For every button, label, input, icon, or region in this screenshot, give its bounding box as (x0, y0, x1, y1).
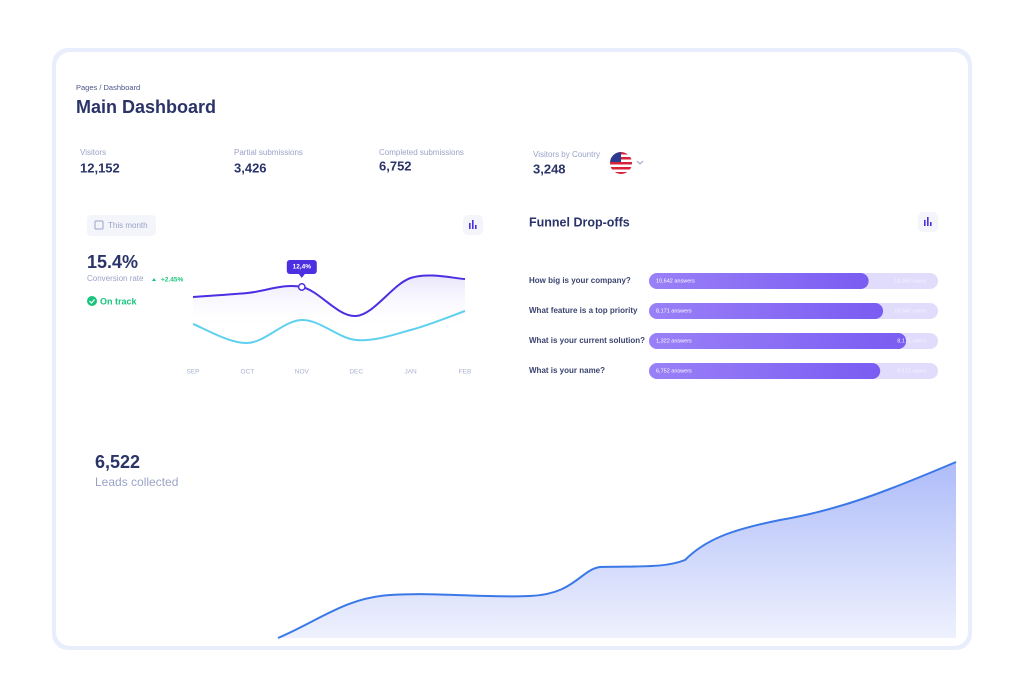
leads-value: 6,522 (95, 452, 140, 472)
stat-label: Partial submissions (234, 148, 303, 157)
funnel-answers: 8,171 answers (656, 308, 692, 314)
x-tick-label: SEP (186, 369, 199, 376)
leads-label: Leads collected (95, 475, 178, 489)
stat-value: 6,752 (379, 158, 412, 173)
country-flag[interactable] (610, 152, 632, 175)
funnel-question: What is your name? (529, 366, 605, 375)
page-title: Main Dashboard (76, 97, 216, 117)
funnel-users: 8,171 users (897, 338, 926, 344)
frame (56, 52, 968, 646)
funnel-bar (649, 273, 869, 289)
conversion-rate: 15.4% (87, 252, 138, 272)
funnel: How big is your company? 10,642 answers 13… (529, 273, 938, 379)
tooltip (286, 260, 317, 274)
funnel-answers: 10,642 answers (656, 278, 695, 284)
period-label: This month (108, 221, 148, 230)
funnel-users: 10,642 users (894, 308, 926, 314)
funnel-bar (649, 333, 907, 349)
x-tick-label: FEB (459, 369, 472, 376)
funnel-answers: 1,322 answers (656, 338, 692, 344)
funnel-question: How big is your company? (529, 276, 631, 285)
line-shade (193, 275, 465, 330)
line-chart: SEP OCT NOV DEC JAN FEB 12,4% (186, 260, 471, 376)
conversion-change: +2.45% (161, 277, 183, 284)
stat-label: Completed submissions (379, 148, 464, 157)
point-marker (297, 283, 306, 291)
check (89, 299, 95, 304)
x-tick-label: DEC (349, 369, 363, 376)
funnel-question: What is your current solution? (529, 336, 645, 345)
leads-area (277, 461, 957, 639)
stat-value: 3,248 (533, 161, 566, 176)
x-tick-label: NOV (295, 369, 310, 376)
dropdown-caret[interactable] (636, 160, 644, 165)
stat-label: Visitors (80, 148, 106, 157)
tooltip-label: 12,4% (293, 264, 312, 271)
tooltip-pointer (298, 274, 305, 278)
period-button[interactable]: This month (87, 215, 156, 236)
status-icon (87, 296, 97, 306)
stat-label: Visitors by Country (533, 150, 600, 159)
x-tick-label: JAN (404, 369, 417, 376)
funnel-title: Funnel Drop-offs (529, 215, 630, 229)
up-arrow (152, 278, 156, 281)
series-line (192, 310, 466, 345)
conversion-label: Conversion rate (87, 274, 144, 283)
funnel-answers: 6,752 answers (656, 368, 692, 374)
funnel-bar (649, 303, 884, 319)
funnel-users: 13,453 users (894, 278, 926, 284)
status: On track (100, 296, 138, 306)
stat-value: 3,426 (234, 160, 267, 175)
funnel-users: 8,171 users (897, 368, 926, 374)
breadcrumb[interactable]: Pages / Dashboard (76, 83, 140, 92)
chart-icon-button[interactable] (918, 212, 938, 232)
funnel-question: What feature is a top priority (529, 306, 638, 315)
chart-icon-button[interactable] (463, 215, 483, 235)
funnel-bar (649, 363, 881, 379)
series-line (192, 274, 466, 318)
stat-value: 12,152 (80, 160, 120, 175)
x-tick-label: OCT (241, 369, 255, 376)
